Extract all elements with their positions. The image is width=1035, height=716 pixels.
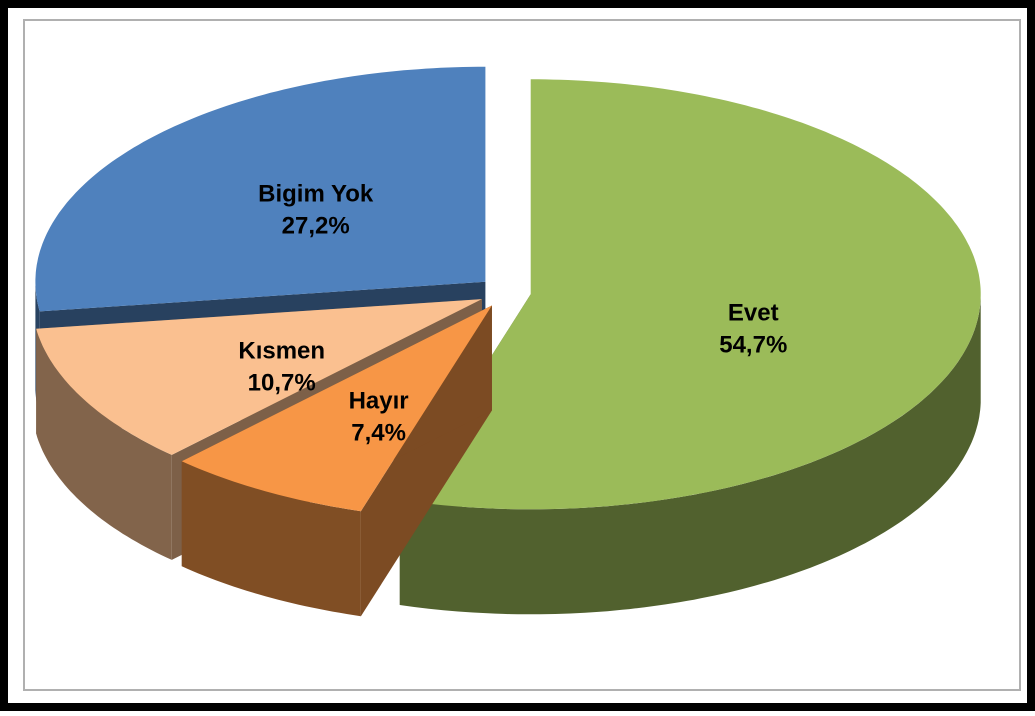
data-label-name: Evet: [728, 299, 779, 326]
slice: [399, 79, 981, 510]
data-label-name: Hayır: [349, 388, 409, 415]
slice-side: [181, 461, 361, 617]
slice: [35, 66, 486, 312]
slice: [181, 305, 492, 512]
data-label: 10,7%: [248, 370, 316, 397]
data-label: 54,7%: [719, 331, 787, 358]
data-label: 27,2%: [282, 213, 350, 240]
slice: [36, 299, 482, 455]
pie: Evet 54,7% Hayır 7,4% Kısmen 10,7% Bigim Yok 27…: [35, 66, 981, 617]
slice-side: [36, 328, 172, 560]
data-label: 7,4%: [351, 420, 406, 447]
data-label-name: Bigim Yok: [258, 181, 374, 208]
slice-side: [399, 294, 981, 615]
data-label-name: Kısmen: [238, 338, 325, 365]
